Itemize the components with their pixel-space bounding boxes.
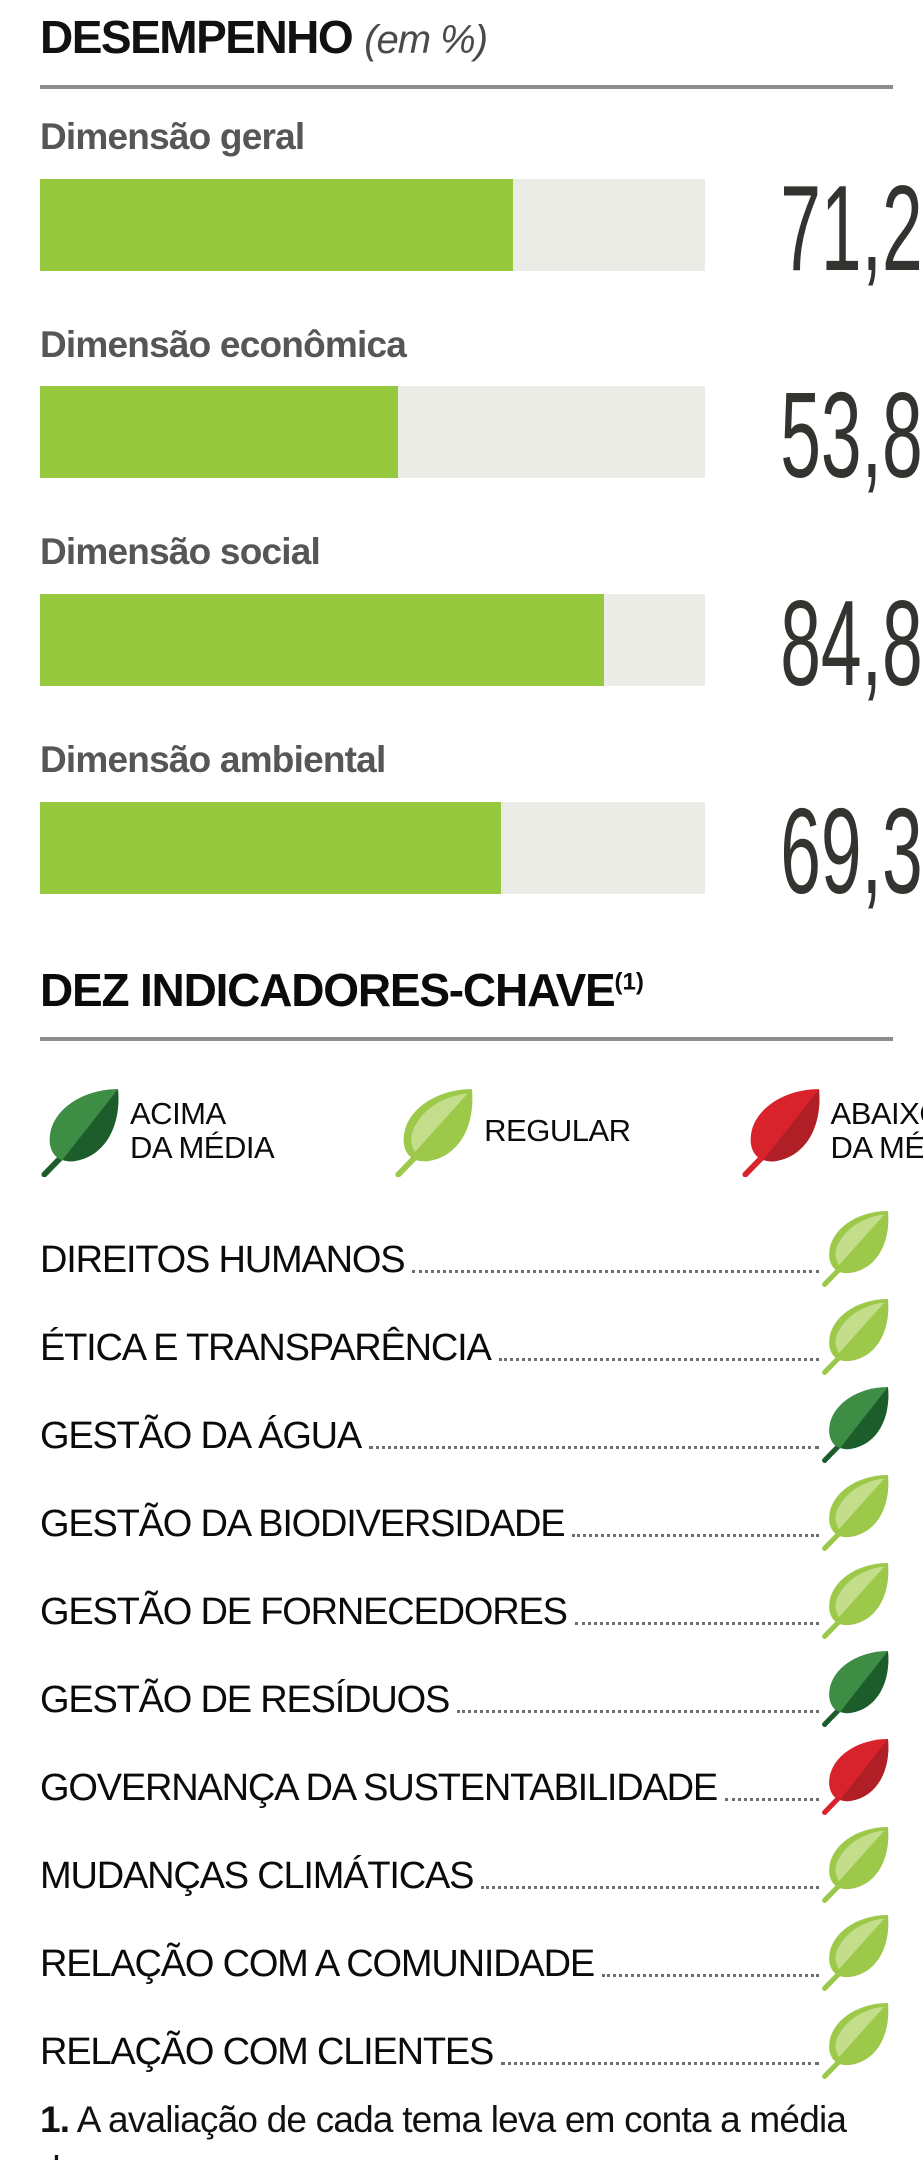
legend-item-regular: REGULAR [394, 1085, 631, 1177]
status-leaf-icon [821, 1383, 893, 1463]
indicator-label: ÉTICA E TRANSPARÊNCIA [40, 1327, 492, 1370]
indicator-row: RELAÇÃO COM A COMUNIDADE [40, 1903, 893, 1991]
page-title-unit: (em %) [364, 18, 488, 62]
footnote-marker: (1) [614, 968, 644, 996]
status-leaf-icon [821, 1911, 893, 1991]
dotted-leader [601, 1974, 819, 1978]
divider-indicators [40, 1037, 893, 1042]
indicator-row: GESTÃO DA ÁGUA [40, 1375, 893, 1463]
indicators-heading: DEZ INDICADORES-CHAVE(1) [40, 964, 644, 1016]
bar-fill [40, 594, 604, 687]
bar-track [40, 594, 705, 687]
indicator-label: GESTÃO DE FORNECEDORES [40, 1591, 568, 1634]
status-leaf-icon [821, 1735, 893, 1815]
status-leaf-icon [821, 1999, 893, 2079]
dotted-leader [412, 1270, 819, 1274]
legend-label: ACIMA DA MÉDIA [130, 1095, 275, 1166]
status-leaf-icon [821, 1471, 893, 1551]
indicator-row: GESTÃO DE RESÍDUOS [40, 1639, 893, 1727]
divider-top [40, 85, 893, 89]
bar-value: 71,2 [780, 159, 923, 296]
indicator-row: GESTÃO DA BIODIVERSIDADE [40, 1463, 893, 1551]
indicator-row: RELAÇÃO COM CLIENTES [40, 1991, 893, 2079]
indicator-row: DIREITOS HUMANOS [40, 1199, 893, 1287]
indicators-heading-row: DEZ INDICADORES-CHAVE(1) [40, 965, 893, 1016]
leaf-red-icon [741, 1085, 825, 1177]
category-label: Dimensão ambiental [40, 739, 386, 781]
legend-item-acima-da-media: ACIMA DA MÉDIA [40, 1085, 275, 1177]
page-title: DESEMPENHO [40, 11, 354, 63]
status-leaf-icon [821, 1207, 893, 1287]
dotted-leader [457, 1710, 819, 1714]
indicators-heading-text: DEZ INDICADORES-CHAVE [40, 963, 616, 1016]
dotted-leader [574, 1622, 819, 1626]
status-legend: ACIMA DA MÉDIA REGULAR ABAIXO DA MÉDIA [40, 1085, 923, 1177]
bar-line: 71,2 [40, 159, 923, 296]
legend-label: REGULAR [484, 1113, 631, 1149]
bar-line: 69,3 [40, 782, 923, 919]
indicator-row: MUDANÇAS CLIMÁTICAS [40, 1815, 893, 1903]
indicator-row: GESTÃO DE FORNECEDORES [40, 1551, 893, 1639]
bar-value: 69,3 [780, 782, 923, 919]
status-leaf-icon [821, 1823, 893, 1903]
indicator-label: RELAÇÃO COM A COMUNIDADE [40, 1943, 595, 1986]
indicator-row: GOVERNANÇA DA SUSTENTABILIDADE [40, 1727, 893, 1815]
leaf-dark-green-icon [40, 1085, 124, 1177]
indicator-label: GESTÃO DA ÁGUA [40, 1415, 362, 1458]
chart-row: Dimensão geral 71,2 [40, 116, 923, 296]
category-label: Dimensão social [40, 531, 321, 573]
chart-row: Dimensão econômica 53,8 [40, 323, 923, 504]
category-label: Dimensão econômica [40, 323, 407, 365]
category-label: Dimensão geral [40, 116, 305, 157]
status-leaf-icon [821, 1559, 893, 1639]
status-leaf-icon [821, 1647, 893, 1727]
bar-track [40, 386, 705, 479]
footnote-number: 1. [40, 2099, 70, 2141]
bar-value: 53,8 [780, 367, 923, 504]
bar-value: 84,8 [780, 575, 923, 712]
indicator-label: GOVERNANÇA DA SUSTENTABILIDADE [40, 1767, 718, 1810]
indicator-label: DIREITOS HUMANOS [40, 1239, 406, 1282]
bar-track [40, 801, 705, 894]
legend-label: ABAIXO DA MÉDIA [830, 1095, 923, 1166]
indicator-label: MUDANÇAS CLIMÁTICAS [40, 1855, 474, 1898]
indicator-row: ÉTICA E TRANSPARÊNCIA [40, 1287, 893, 1375]
dotted-leader [481, 1886, 819, 1890]
bar-fill [40, 386, 398, 479]
indicator-label: GESTÃO DE RESÍDUOS [40, 1679, 450, 1722]
chart-title-row: DESEMPENHO (em %) [40, 12, 893, 63]
bar-fill [40, 801, 501, 894]
footnote-line1: A avaliação de cada tema leva em conta a… [40, 2099, 847, 2160]
bar-line: 53,8 [40, 367, 923, 504]
performance-bar-chart: Dimensão geral 71,2 Dimensão econômica 5… [40, 116, 923, 919]
dotted-leader [369, 1446, 819, 1450]
bar-fill [40, 178, 514, 271]
dotted-leader [498, 1358, 819, 1362]
footnote: 1. A avaliação de cada tema leva em cont… [40, 2095, 893, 2160]
dotted-leader [572, 1534, 819, 1538]
legend-item-abaixo-da-media: ABAIXO DA MÉDIA [741, 1085, 923, 1177]
bar-line: 84,8 [40, 575, 923, 712]
dotted-leader [501, 2062, 819, 2066]
indicator-label: GESTÃO DA BIODIVERSIDADE [40, 1503, 566, 1546]
indicator-list: DIREITOS HUMANOS ÉTICA E TRANSPARÊNCIA G… [40, 1199, 893, 2079]
bar-track [40, 178, 705, 271]
leaf-light-green-icon [394, 1085, 478, 1177]
status-leaf-icon [821, 1295, 893, 1375]
dotted-leader [725, 1798, 819, 1802]
chart-row: Dimensão social 84,8 [40, 531, 923, 712]
indicator-label: RELAÇÃO COM CLIENTES [40, 2031, 494, 2074]
chart-row: Dimensão ambiental 69,3 [40, 739, 923, 919]
